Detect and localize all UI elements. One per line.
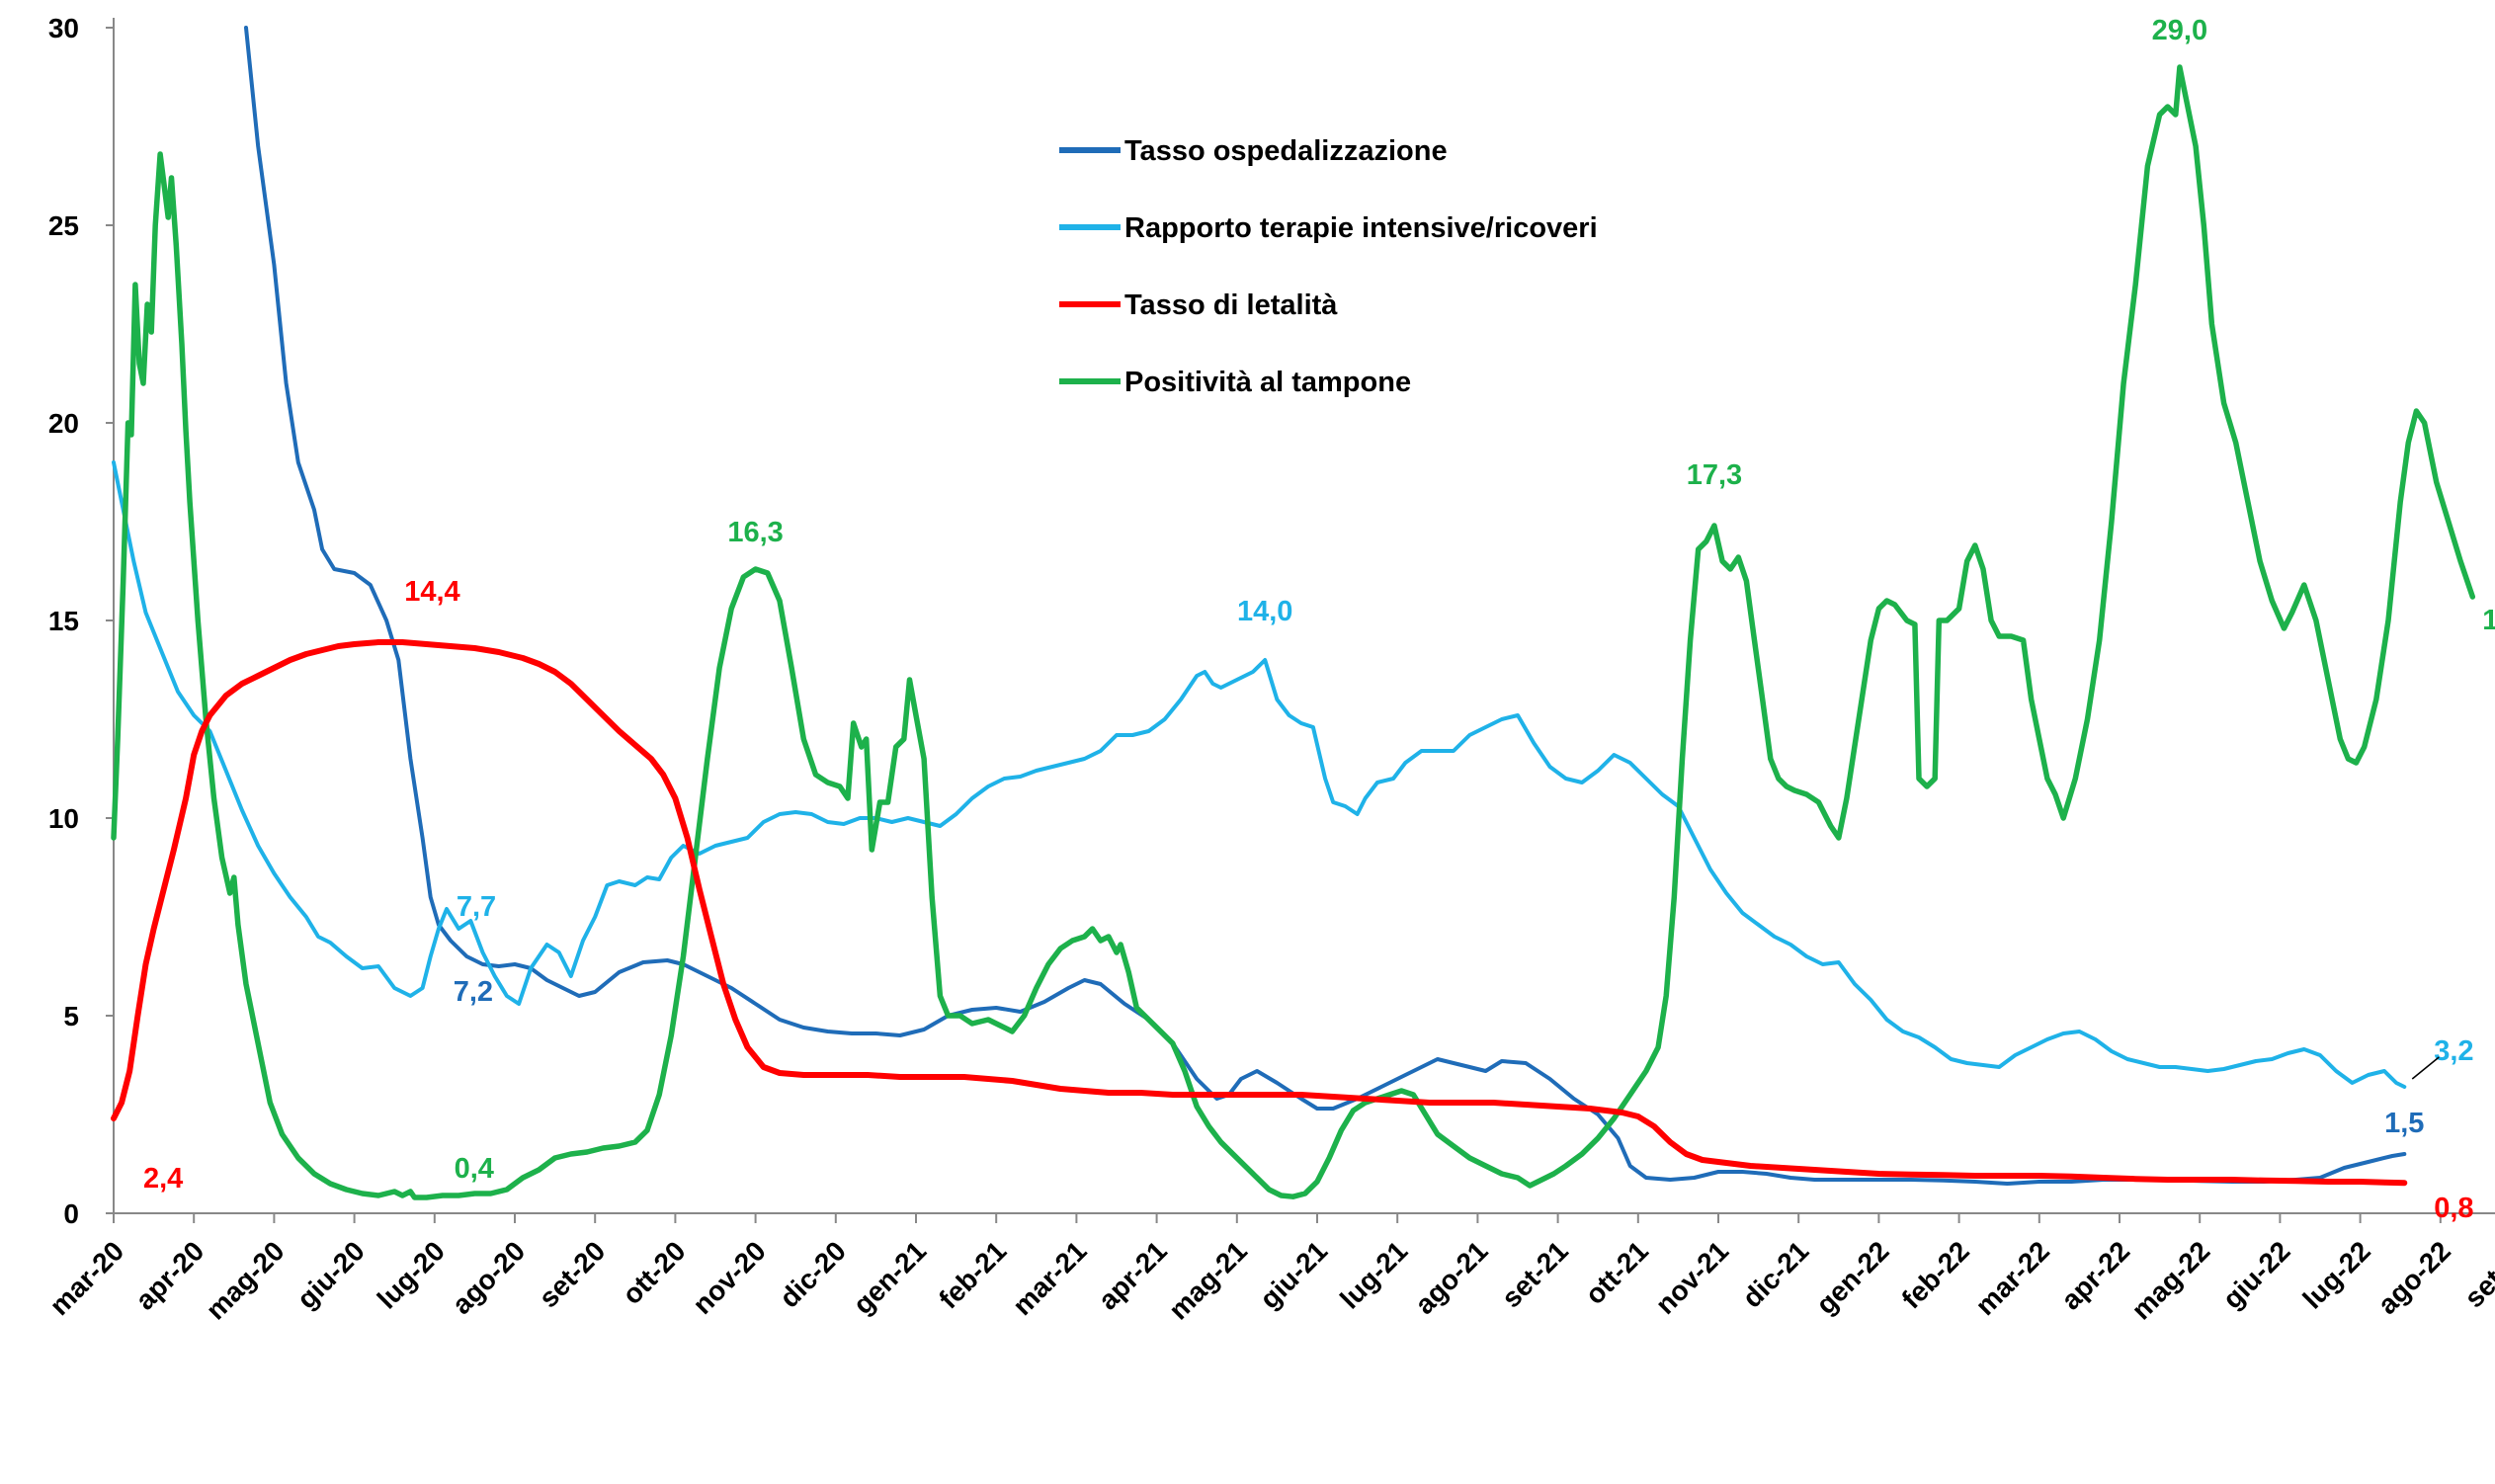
series-line-2 <box>111 639 2408 1187</box>
data-label: 1,5 <box>2384 1108 2424 1139</box>
x-tick-label: giu-21 <box>1254 1235 1333 1314</box>
x-tick-label: giu-20 <box>291 1235 371 1314</box>
x-tick-label: nov-21 <box>1650 1235 1735 1320</box>
x-tick-label: dic-21 <box>1736 1235 1814 1313</box>
series-line-0 <box>244 26 2407 1186</box>
x-tick-label: set-20 <box>533 1235 611 1313</box>
x-tick-label: mag-22 <box>2125 1235 2215 1325</box>
x-tick-label: mag-21 <box>1163 1235 1253 1325</box>
x-tick-label: mar-21 <box>1007 1235 1093 1321</box>
legend-label: Rapporto terapie intensive/ricoveri <box>1124 212 1598 244</box>
y-tick-label: 5 <box>63 1001 79 1031</box>
x-tick-label: feb-21 <box>933 1235 1012 1314</box>
y-tick-label: 30 <box>48 13 79 43</box>
data-label: 14,4 <box>404 576 459 608</box>
x-tick-label: apr-20 <box>129 1235 209 1315</box>
data-label: 0,4 <box>455 1153 494 1185</box>
legend: Tasso ospedalizzazione Rapporto terapie i… <box>1059 135 1598 398</box>
x-tick-label: ago-20 <box>447 1235 532 1320</box>
x-tick-label: mar-20 <box>43 1235 129 1321</box>
data-label: 7,7 <box>457 891 496 923</box>
y-tick-label: 0 <box>63 1198 79 1229</box>
x-tick-label: feb-22 <box>1896 1235 1975 1314</box>
legend-label: Tasso ospedalizzazione <box>1124 135 1448 167</box>
data-label: 17,3 <box>1687 459 1742 491</box>
series-line-3 <box>111 64 2476 1200</box>
data-label: 14,0 <box>1237 596 1292 627</box>
y-tick-label: 15 <box>48 606 79 636</box>
x-tick-label: lug-20 <box>372 1235 451 1314</box>
data-label: 0,8 <box>2434 1193 2473 1224</box>
data-label: 3,2 <box>2434 1035 2473 1067</box>
x-tick-label: lug-22 <box>2297 1235 2376 1314</box>
x-tick-label: mar-22 <box>1969 1235 2055 1321</box>
chart-axes <box>106 18 2495 1223</box>
data-label: 16,3 <box>727 517 783 548</box>
x-tick-label: ott-21 <box>1579 1235 1654 1310</box>
x-tick-label: ago-22 <box>2371 1235 2456 1320</box>
legend-label: Tasso di letalità <box>1124 289 1338 321</box>
y-tick-label: 20 <box>48 408 79 439</box>
x-tick-label: ago-21 <box>1409 1235 1494 1320</box>
x-tick-label: ott-20 <box>617 1235 692 1310</box>
y-tick-label: 10 <box>48 803 79 834</box>
x-tick-label: set-22 <box>2458 1235 2495 1313</box>
series-lines <box>111 26 2476 1200</box>
series-line-1 <box>112 460 2407 1089</box>
x-tick-label: dic-20 <box>774 1235 852 1313</box>
y-tick-label: 25 <box>48 210 79 241</box>
x-tick-label: nov-20 <box>687 1235 772 1320</box>
data-label: 29,0 <box>2152 15 2207 46</box>
data-label: 7,2 <box>454 976 493 1008</box>
x-tick-label: mag-20 <box>200 1235 290 1325</box>
label-leader-line <box>2411 1056 2440 1080</box>
data-labels: 2,4 14,4 0,8 16,3 0,4 17,3 29,0 15,6 7,7 14,0 3,2 7… <box>143 15 2495 1224</box>
x-tick-label: set-21 <box>1496 1235 1574 1313</box>
x-tick-label: giu-22 <box>2216 1235 2295 1314</box>
data-label: 2,4 <box>143 1163 183 1195</box>
x-tick-label: gen-21 <box>848 1235 933 1320</box>
x-tick-label: gen-22 <box>1810 1235 1895 1320</box>
y-axis-tick-labels: 0 5 10 15 20 25 30 <box>48 13 79 1229</box>
data-label: 15,6 <box>2482 605 2495 636</box>
x-tick-label: lug-21 <box>1334 1235 1413 1314</box>
legend-label: Positività al tampone <box>1124 367 1411 398</box>
x-tick-label: apr-21 <box>1092 1235 1172 1315</box>
x-tick-label: apr-22 <box>2055 1235 2135 1315</box>
